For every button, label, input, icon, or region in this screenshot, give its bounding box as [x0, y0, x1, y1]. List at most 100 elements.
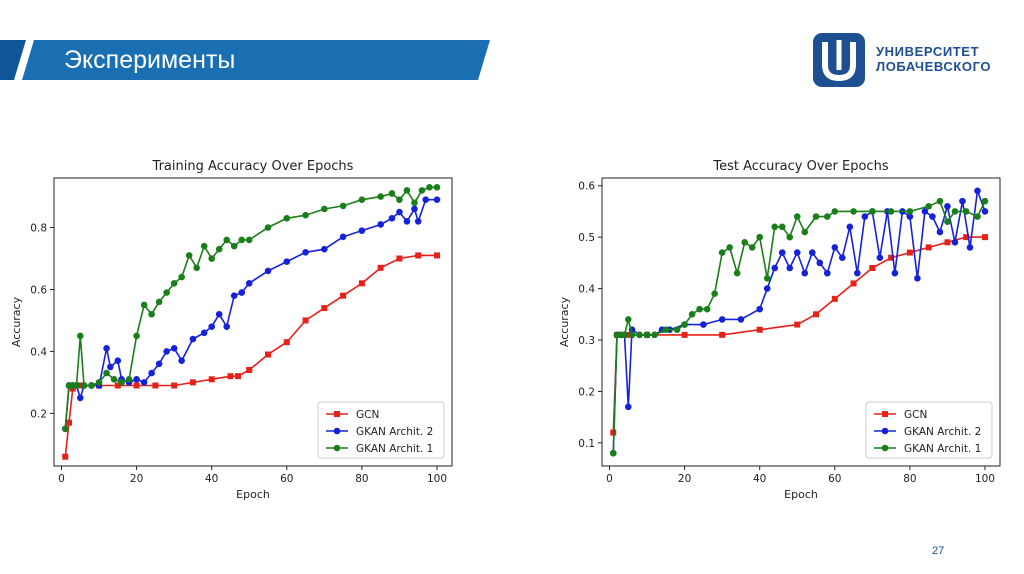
data-point [77, 382, 84, 389]
data-point [185, 252, 193, 259]
data-point [628, 331, 636, 339]
data-point [888, 254, 895, 261]
data-point [869, 265, 876, 271]
title-banner [0, 40, 490, 80]
data-point [681, 321, 688, 328]
data-point [396, 255, 403, 262]
data-point [936, 197, 944, 205]
data-point [906, 208, 914, 215]
university-name: УНИВЕРСИТЕТ ЛОБАЧЕВСКОГО [876, 44, 991, 74]
data-point [786, 233, 794, 241]
data-point [748, 244, 756, 251]
data-point [696, 305, 703, 313]
y-tick-label: 0.5 [578, 232, 595, 244]
data-point [358, 227, 366, 234]
data-point [737, 316, 745, 323]
data-point [688, 310, 696, 318]
data-point [265, 351, 272, 358]
data-point [944, 202, 951, 210]
data-point [741, 238, 748, 246]
chart-title: Test Accuracy Over Epochs [712, 159, 888, 174]
data-point [887, 208, 895, 215]
data-point [794, 321, 801, 328]
data-point [726, 244, 733, 251]
data-point [771, 223, 779, 231]
logo-line-1: УНИВЕРСИТЕТ [876, 44, 980, 59]
data-point [914, 274, 921, 282]
data-point [816, 259, 824, 267]
data-point [76, 332, 84, 340]
x-tick-label: 60 [280, 473, 293, 485]
data-point [148, 310, 155, 318]
data-point [189, 379, 196, 386]
data-point [944, 218, 951, 226]
data-point [377, 193, 384, 200]
legend-marker [334, 411, 340, 417]
data-point [801, 269, 809, 277]
data-point [388, 214, 396, 222]
series-2 [609, 197, 989, 457]
data-point [624, 316, 632, 323]
y-tick-label: 0.6 [30, 284, 47, 296]
data-point [103, 369, 110, 377]
data-point [215, 310, 223, 318]
data-point [321, 305, 328, 312]
data-point [891, 269, 899, 277]
data-point [813, 311, 820, 318]
data-point [403, 218, 411, 225]
data-point [95, 379, 103, 386]
data-point [906, 249, 913, 256]
data-point [208, 255, 215, 262]
data-point [651, 331, 658, 339]
data-point [786, 264, 794, 272]
x-tick-label: 0 [606, 473, 613, 485]
x-tick-label: 100 [975, 473, 995, 485]
legend-label: GKAN Archit. 2 [904, 426, 981, 438]
data-point [422, 196, 430, 203]
data-point [974, 213, 981, 220]
data-point [230, 292, 238, 299]
legend: GCN GKAN Archit. 2 GKAN Archit. 1 [865, 401, 993, 459]
series-2 [61, 183, 441, 433]
data-point [929, 213, 936, 220]
y-axis-label: Accuracy [558, 296, 571, 347]
data-point [107, 363, 114, 371]
data-point [61, 425, 69, 433]
data-point [215, 245, 223, 253]
x-tick-label: 40 [753, 473, 766, 485]
data-point [414, 218, 422, 225]
x-tick-label: 40 [205, 473, 218, 485]
data-point [643, 331, 651, 339]
x-tick-label: 80 [903, 473, 916, 485]
data-point [703, 305, 711, 313]
data-point [850, 208, 857, 215]
data-point [778, 223, 786, 231]
data-point [178, 357, 185, 365]
data-point [411, 199, 418, 207]
data-point [193, 264, 200, 272]
data-point [114, 357, 122, 365]
data-point [609, 449, 617, 457]
page-number: 27 [932, 545, 945, 557]
data-point [223, 323, 231, 330]
data-point [110, 375, 118, 383]
data-point [125, 375, 133, 383]
logo-line-2: ЛОБАЧЕВСКОГО [876, 59, 992, 74]
data-point [178, 273, 185, 281]
data-point [321, 245, 328, 253]
data-point [418, 187, 426, 194]
data-point [246, 367, 253, 373]
data-point [974, 187, 981, 195]
data-point [302, 317, 309, 324]
data-point [951, 238, 959, 246]
data-point [283, 339, 290, 346]
data-point [264, 267, 272, 275]
data-point [170, 345, 178, 352]
data-point [230, 242, 238, 250]
data-point [377, 264, 384, 271]
data-point [302, 211, 309, 219]
training-accuracy-chart: Training Accuracy Over Epochs 0 20 40 60 80 10… [10, 159, 453, 501]
legend-marker [882, 411, 888, 417]
data-point [756, 233, 763, 241]
data-point [831, 244, 839, 251]
